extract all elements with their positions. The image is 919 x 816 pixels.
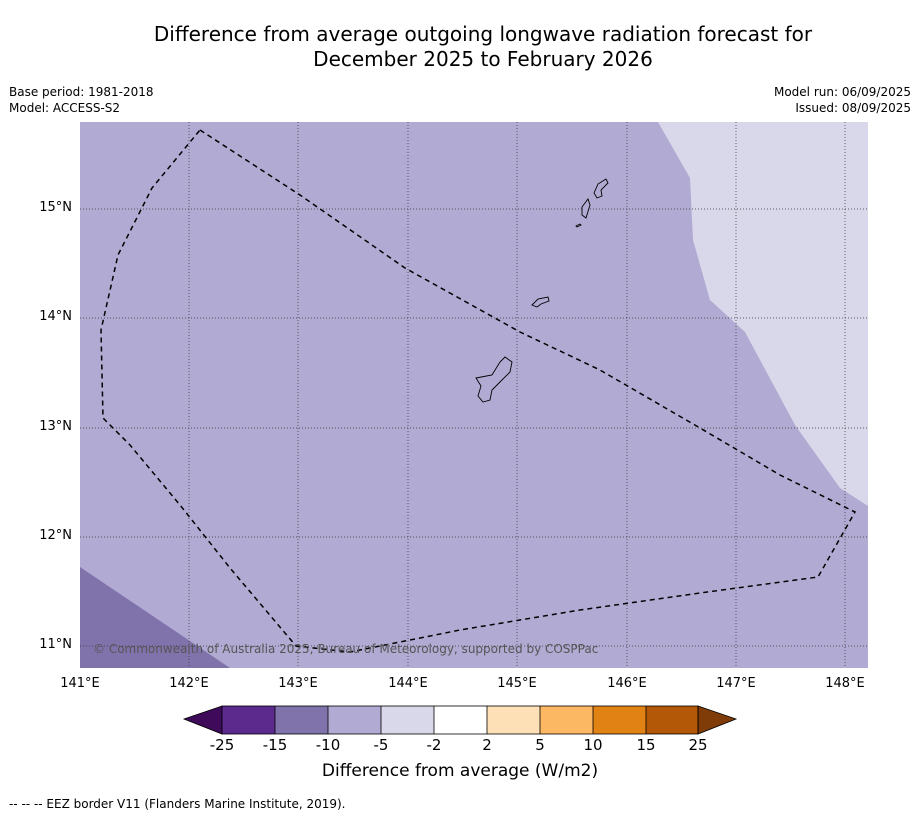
colorbar-tick-label: 15 xyxy=(636,736,656,754)
colorbar-bin-7 xyxy=(540,706,593,734)
colorbar-tick-label: -25 xyxy=(209,736,235,754)
issued-date: Issued: 08/09/2025 xyxy=(795,101,911,115)
island-tinian xyxy=(581,198,591,219)
island-saipan xyxy=(593,178,609,199)
lon-label-141: 141°E xyxy=(60,676,100,691)
colorbar-bin-9 xyxy=(646,706,698,734)
eez-border xyxy=(100,129,857,653)
graticule xyxy=(80,122,868,668)
model-run: Model run: 06/09/2025 xyxy=(773,85,911,99)
lat-label-11: 11°N xyxy=(39,637,72,652)
title-line-2: December 2025 to February 2026 xyxy=(313,47,653,71)
colorbar-tick-label: 25 xyxy=(688,736,708,754)
colorbar-tick-label: 2 xyxy=(482,736,492,754)
colorbar-under-triangle xyxy=(182,705,223,735)
island-guam xyxy=(475,356,513,403)
meta-left: Base period: 1981-2018 Model: ACCESS-S2 xyxy=(9,84,154,116)
lon-label-144: 144°E xyxy=(388,676,428,691)
colorbar-tick-label: -5 xyxy=(373,736,389,754)
map-title: Difference from average outgoing longwav… xyxy=(0,22,919,72)
lat-label-12: 12°N xyxy=(39,528,72,543)
eez-footnote: -- -- -- EEZ border V11 (Flanders Marine… xyxy=(9,797,346,811)
colorbar-bin-3 xyxy=(328,706,381,734)
colorbar-bin-5 xyxy=(434,706,487,734)
colorbar-tick-label: 5 xyxy=(535,736,545,754)
lat-label-14: 14°N xyxy=(39,309,72,324)
lon-label-142: 142°E xyxy=(169,676,209,691)
colorbar-tick-label: -15 xyxy=(262,736,288,754)
lon-label-147: 147°E xyxy=(716,676,756,691)
colorbar-bin-6 xyxy=(487,706,540,734)
colorbar-tick-label: -2 xyxy=(426,736,442,754)
colorbar-title: Difference from average (W/m2) xyxy=(321,761,599,781)
lon-label-143: 143°E xyxy=(278,676,318,691)
base-period: Base period: 1981-2018 xyxy=(9,85,154,99)
islands xyxy=(475,178,609,403)
colorbar-dividers xyxy=(274,706,647,734)
colorbar-tick-label: -10 xyxy=(315,736,341,754)
lat-label-15: 15°N xyxy=(39,200,72,215)
meta-right: Model run: 06/09/2025 Issued: 08/09/2025 xyxy=(774,84,911,116)
colorbar xyxy=(182,705,738,735)
title-line-1: Difference from average outgoing longwav… xyxy=(153,22,813,46)
lat-label-13: 13°N xyxy=(39,419,72,434)
model-name: Model: ACCESS-S2 xyxy=(9,101,121,115)
lon-label-146: 146°E xyxy=(607,676,647,691)
island-aguijan xyxy=(575,223,582,228)
anomaly-region-upper-right xyxy=(658,122,868,506)
colorbar-tick-label: 10 xyxy=(583,736,603,754)
colorbar-bin-2 xyxy=(275,706,328,734)
colorbar-bin-4 xyxy=(381,706,434,734)
colorbar-outline xyxy=(221,705,699,735)
colorbar-bin-1 xyxy=(222,706,275,734)
copyright-notice: © Commonwealth of Australia 2025, Bureau… xyxy=(93,642,599,656)
anomaly-region-lower-left xyxy=(80,567,230,668)
island-rota xyxy=(531,296,550,308)
lon-label-145: 145°E xyxy=(497,676,537,691)
colorbar-over-triangle xyxy=(697,705,738,735)
colorbar-bin-8 xyxy=(593,706,646,734)
lon-label-148: 148°E xyxy=(825,676,865,691)
